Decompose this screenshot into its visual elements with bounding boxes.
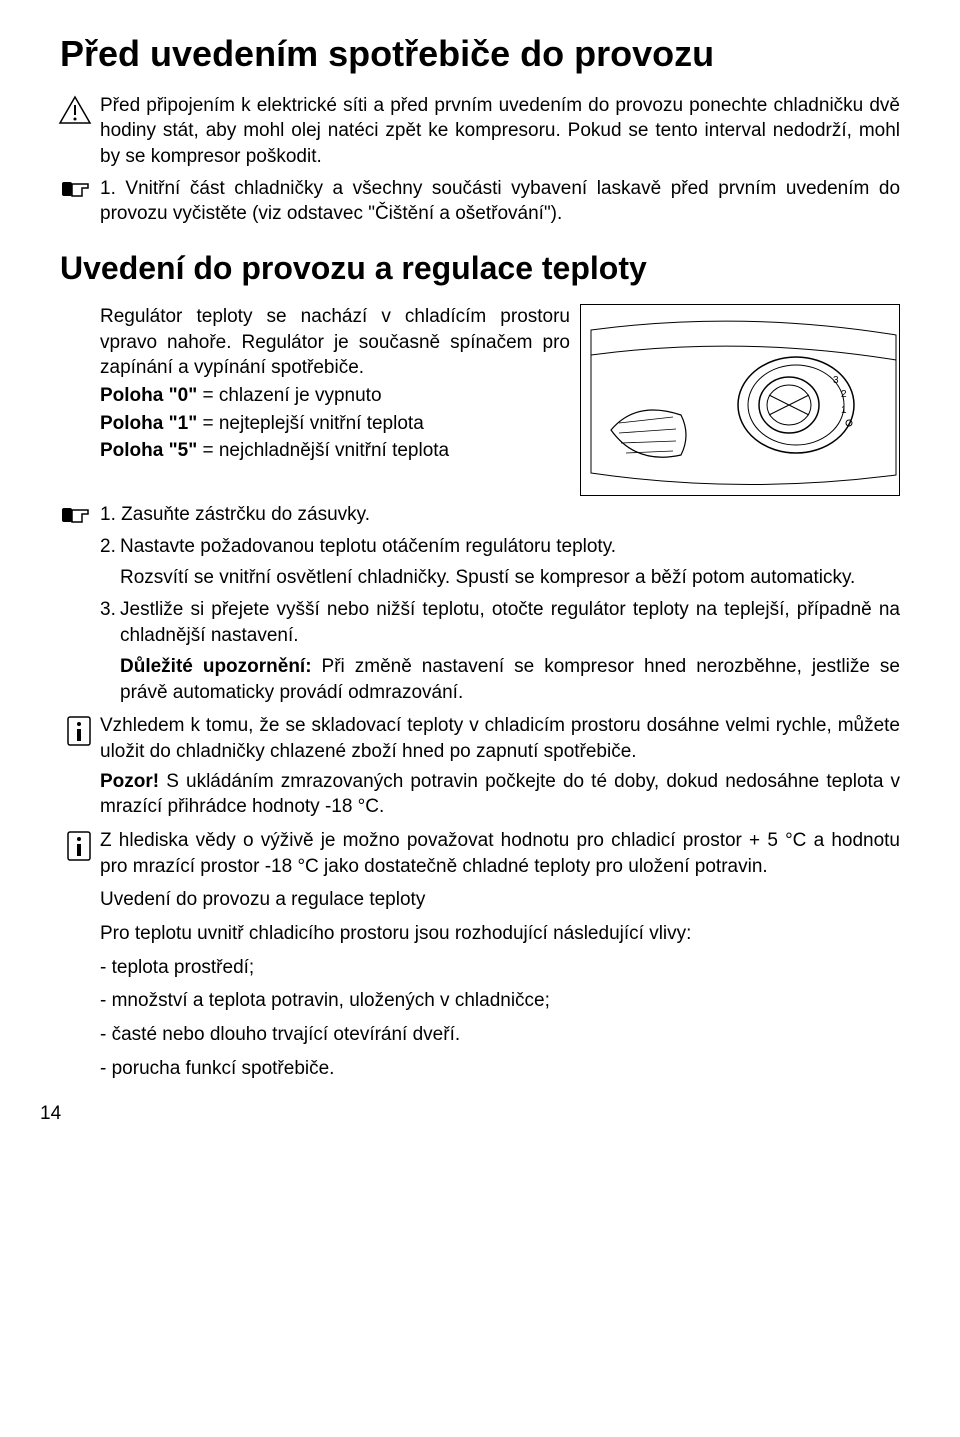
setting-label: Poloha "0" [100, 385, 197, 406]
info-icon [40, 828, 100, 862]
setting-value: = chlazení je vypnuto [197, 385, 381, 406]
setting-label: Poloha "5" [100, 440, 197, 461]
setting-value: = nejchladnější vnitřní teplota [197, 440, 449, 461]
step-hand-2: 1. Zasuňte zástrčku do zásuvky. [40, 502, 900, 528]
step-3: 3. Jestliže si přejete vyšší nebo nižší … [100, 597, 900, 648]
attention-label: Pozor! [100, 771, 159, 792]
setting-1: Poloha "1" = nejteplejší vnitřní teplota [100, 411, 570, 437]
dial-label-3: 3 [833, 375, 839, 386]
step-hand-1: 1. Vnitřní část chladničky a všechny sou… [40, 176, 900, 227]
setting-5: Poloha "5" = nejchladnější vnitřní teplo… [100, 438, 570, 464]
info-p1: Vzhledem k tomu, že se skladovací teplot… [100, 713, 900, 764]
step-number: 1. [100, 504, 116, 525]
attention-text: S ukládáním zmrazovaných potravin počkej… [100, 771, 900, 818]
step-number: 2. [100, 534, 120, 560]
dial-label-1: 1 [841, 405, 847, 416]
step-number: 1. [100, 178, 116, 199]
hand-icon [40, 176, 100, 200]
setting-0: Poloha "0" = chlazení je vypnuto [100, 383, 570, 409]
info2-p2: Uvedení do provozu a regulace teploty [100, 887, 900, 913]
step-2-note: Rozsvítí se vnitřní osvětlení chladničky… [100, 565, 900, 591]
heading-operation: Uvedení do provozu a regulace teploty [60, 247, 900, 290]
setting-value: = nejteplejší vnitřní teplota [197, 413, 424, 434]
regulator-desc: Regulátor teploty se nachází v chladícím… [100, 304, 570, 381]
info-2-text: Z hlediska vědy o výživě je možno považo… [100, 828, 900, 1081]
dial-label-2: 2 [841, 389, 847, 400]
info2-bullet: - teplota prostředí; [100, 955, 900, 981]
page-number: 14 [40, 1101, 900, 1127]
info-block-2: Z hlediska vědy o výživě je možno považo… [40, 828, 900, 1081]
info2-bullet: - porucha funkcí spotřebiče. [100, 1056, 900, 1082]
info2-p1: Z hlediska vědy o výživě je možno považo… [100, 828, 900, 879]
info-p2: Pozor! S ukládáním zmrazovaných potravin… [100, 769, 900, 820]
info-1-text: Vzhledem k tomu, že se skladovací teplot… [100, 713, 900, 820]
step-text: Zasuňte zástrčku do zásuvky. [121, 504, 370, 525]
step-text: Jestliže si přejete vyšší nebo nižší tep… [120, 597, 900, 648]
step-3-important: Důležité upozornění: Při změně nastavení… [100, 654, 900, 705]
regulator-text: Regulátor teploty se nachází v chladícím… [100, 304, 580, 466]
step-hand-2-text: 1. Zasuňte zástrčku do zásuvky. [100, 502, 900, 528]
setting-label: Poloha "1" [100, 413, 197, 434]
heading-before-start: Před uvedením spotřebiče do provozu [60, 30, 900, 79]
important-label: Důležité upozornění: [120, 656, 312, 677]
step-text: Vnitřní část chladničky a všechny součás… [100, 178, 900, 225]
info2-bullet: - časté nebo dlouho trvající otevírání d… [100, 1022, 900, 1048]
step-number: 3. [100, 597, 120, 648]
info-block-1: Vzhledem k tomu, že se skladovací teplot… [40, 713, 900, 820]
step-2: 2. Nastavte požadovanou teplotu otáčením… [100, 534, 900, 560]
step-hand-1-text: 1. Vnitřní část chladničky a všechny sou… [100, 176, 900, 227]
info-icon [40, 713, 100, 747]
warning-block: Před připojením k elektrické síti a před… [40, 93, 900, 170]
warning-text: Před připojením k elektrické síti a před… [100, 93, 900, 170]
info2-bullet: - množství a teplota potravin, uložených… [100, 988, 900, 1014]
step-text: Nastavte požadovanou teplotu otáčením re… [120, 534, 900, 560]
warning-icon [40, 93, 100, 125]
regulator-block: Regulátor teploty se nachází v chladícím… [100, 304, 900, 496]
hand-icon [40, 502, 100, 526]
info2-p3: Pro teplotu uvnitř chladicího prostoru j… [100, 921, 900, 947]
thermostat-diagram: 1 2 3 [580, 304, 900, 496]
